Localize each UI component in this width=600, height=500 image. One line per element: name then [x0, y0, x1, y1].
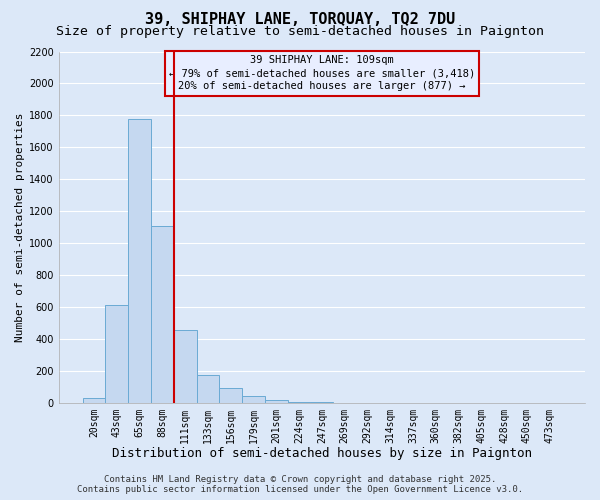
Bar: [265, 400, 288, 402]
Text: Size of property relative to semi-detached houses in Paignton: Size of property relative to semi-detach…: [56, 25, 544, 38]
Bar: [151, 226, 174, 402]
Text: 39 SHIPHAY LANE: 109sqm
← 79% of semi-detached houses are smaller (3,418)
20% of: 39 SHIPHAY LANE: 109sqm ← 79% of semi-de…: [169, 55, 475, 92]
Y-axis label: Number of semi-detached properties: Number of semi-detached properties: [15, 112, 25, 342]
Bar: [128, 120, 151, 403]
Text: 39, SHIPHAY LANE, TORQUAY, TQ2 7DU: 39, SHIPHAY LANE, TORQUAY, TQ2 7DU: [145, 12, 455, 28]
Text: Contains HM Land Registry data © Crown copyright and database right 2025.
Contai: Contains HM Land Registry data © Crown c…: [77, 474, 523, 494]
Bar: [197, 375, 220, 402]
Bar: [242, 396, 265, 402]
Bar: [106, 304, 128, 402]
Bar: [174, 330, 197, 402]
X-axis label: Distribution of semi-detached houses by size in Paignton: Distribution of semi-detached houses by …: [112, 447, 532, 460]
Bar: [83, 398, 106, 402]
Bar: [220, 388, 242, 402]
